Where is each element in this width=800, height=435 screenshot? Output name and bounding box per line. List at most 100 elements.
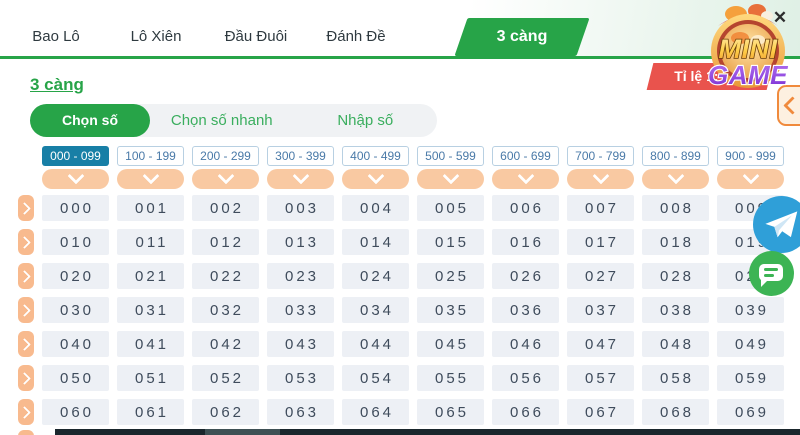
range-dropdown-button[interactable] — [342, 167, 409, 189]
mini-game-logo[interactable]: MINI GAME — [700, 2, 796, 94]
number-cell[interactable]: 067 — [567, 399, 634, 425]
tab-lo-xien[interactable]: Lô Xiên — [130, 28, 182, 45]
number-cell[interactable]: 017 — [567, 229, 634, 255]
range-600-699[interactable]: 600 - 699 — [492, 146, 559, 166]
number-cell[interactable]: 018 — [642, 229, 709, 255]
number-cell[interactable]: 034 — [342, 297, 409, 323]
number-cell[interactable]: 040 — [42, 331, 109, 357]
number-cell[interactable]: 064 — [342, 399, 409, 425]
row-select-button[interactable] — [18, 297, 34, 323]
number-cell[interactable]: 028 — [642, 263, 709, 289]
number-cell[interactable]: 032 — [192, 297, 259, 323]
range-dropdown-button[interactable] — [267, 167, 334, 189]
row-select-button[interactable] — [18, 195, 34, 221]
number-cell[interactable]: 054 — [342, 365, 409, 391]
number-cell[interactable]: 042 — [192, 331, 259, 357]
number-cell[interactable]: 065 — [417, 399, 484, 425]
number-cell[interactable]: 060 — [42, 399, 109, 425]
number-cell[interactable]: 059 — [717, 365, 784, 391]
range-dropdown-button[interactable] — [492, 167, 559, 189]
row-select-button-partial[interactable] — [18, 430, 34, 435]
number-cell[interactable]: 008 — [642, 195, 709, 221]
number-cell[interactable]: 024 — [342, 263, 409, 289]
number-cell[interactable]: 039 — [717, 297, 784, 323]
number-cell[interactable]: 041 — [117, 331, 184, 357]
number-cell[interactable]: 033 — [267, 297, 334, 323]
number-cell[interactable]: 010 — [42, 229, 109, 255]
tab-3-cang[interactable]: 3 càng — [454, 18, 590, 56]
range-900-999[interactable]: 900 - 999 — [717, 146, 784, 166]
number-cell[interactable]: 055 — [417, 365, 484, 391]
number-cell[interactable]: 000 — [42, 195, 109, 221]
number-cell[interactable]: 051 — [117, 365, 184, 391]
range-400-499[interactable]: 400 - 499 — [342, 146, 409, 166]
number-cell[interactable]: 006 — [492, 195, 559, 221]
number-cell[interactable]: 049 — [717, 331, 784, 357]
row-select-button[interactable] — [18, 331, 34, 357]
number-cell[interactable]: 057 — [567, 365, 634, 391]
row-select-button[interactable] — [18, 263, 34, 289]
horizontal-scrollbar[interactable] — [55, 429, 800, 435]
range-700-799[interactable]: 700 - 799 — [567, 146, 634, 166]
number-cell[interactable]: 048 — [642, 331, 709, 357]
number-cell[interactable]: 038 — [642, 297, 709, 323]
number-cell[interactable]: 045 — [417, 331, 484, 357]
range-200-299[interactable]: 200 - 299 — [192, 146, 259, 166]
range-dropdown-button[interactable] — [417, 167, 484, 189]
number-cell[interactable]: 058 — [642, 365, 709, 391]
number-cell[interactable]: 037 — [567, 297, 634, 323]
number-cell[interactable]: 014 — [342, 229, 409, 255]
number-cell[interactable]: 053 — [267, 365, 334, 391]
range-dropdown-button[interactable] — [567, 167, 634, 189]
number-cell[interactable]: 016 — [492, 229, 559, 255]
number-cell[interactable]: 069 — [717, 399, 784, 425]
row-select-button[interactable] — [18, 399, 34, 425]
range-500-599[interactable]: 500 - 599 — [417, 146, 484, 166]
range-dropdown-button[interactable] — [117, 167, 184, 189]
number-cell[interactable]: 015 — [417, 229, 484, 255]
range-300-399[interactable]: 300 - 399 — [267, 146, 334, 166]
number-cell[interactable]: 050 — [42, 365, 109, 391]
tab-danh-de[interactable]: Đánh Đề — [326, 28, 386, 45]
number-cell[interactable]: 052 — [192, 365, 259, 391]
number-cell[interactable]: 007 — [567, 195, 634, 221]
number-cell[interactable]: 031 — [117, 297, 184, 323]
scrollbar-thumb[interactable] — [205, 429, 280, 435]
number-cell[interactable]: 023 — [267, 263, 334, 289]
number-cell[interactable]: 013 — [267, 229, 334, 255]
subtab-chon-so-nhanh[interactable]: Chọn số nhanh — [170, 112, 273, 129]
row-select-button[interactable] — [18, 365, 34, 391]
number-cell[interactable]: 030 — [42, 297, 109, 323]
number-cell[interactable]: 022 — [192, 263, 259, 289]
subtab-chon-so[interactable]: Chọn số — [30, 104, 150, 137]
number-cell[interactable]: 062 — [192, 399, 259, 425]
number-cell[interactable]: 036 — [492, 297, 559, 323]
range-100-199[interactable]: 100 - 199 — [117, 146, 184, 166]
number-cell[interactable]: 005 — [417, 195, 484, 221]
number-cell[interactable]: 020 — [42, 263, 109, 289]
number-cell[interactable]: 056 — [492, 365, 559, 391]
number-cell[interactable]: 068 — [642, 399, 709, 425]
number-cell[interactable]: 035 — [417, 297, 484, 323]
range-800-899[interactable]: 800 - 899 — [642, 146, 709, 166]
close-icon[interactable]: ✕ — [772, 8, 788, 27]
chat-button[interactable] — [749, 251, 794, 296]
range-dropdown-button[interactable] — [42, 167, 109, 189]
number-cell[interactable]: 021 — [117, 263, 184, 289]
number-cell[interactable]: 044 — [342, 331, 409, 357]
number-cell[interactable]: 003 — [267, 195, 334, 221]
number-cell[interactable]: 002 — [192, 195, 259, 221]
number-cell[interactable]: 043 — [267, 331, 334, 357]
subtab-nhap-so[interactable]: Nhập số — [337, 112, 394, 129]
tab-bao-lo[interactable]: Bao Lô — [32, 28, 80, 45]
range-dropdown-button[interactable] — [717, 167, 784, 189]
row-select-button[interactable] — [18, 229, 34, 255]
tab-dau-duoi[interactable]: Đầu Đuôi — [224, 28, 288, 45]
number-cell[interactable]: 025 — [417, 263, 484, 289]
number-cell[interactable]: 011 — [117, 229, 184, 255]
number-cell[interactable]: 001 — [117, 195, 184, 221]
number-cell[interactable]: 027 — [567, 263, 634, 289]
number-cell[interactable]: 061 — [117, 399, 184, 425]
number-cell[interactable]: 012 — [192, 229, 259, 255]
number-cell[interactable]: 046 — [492, 331, 559, 357]
